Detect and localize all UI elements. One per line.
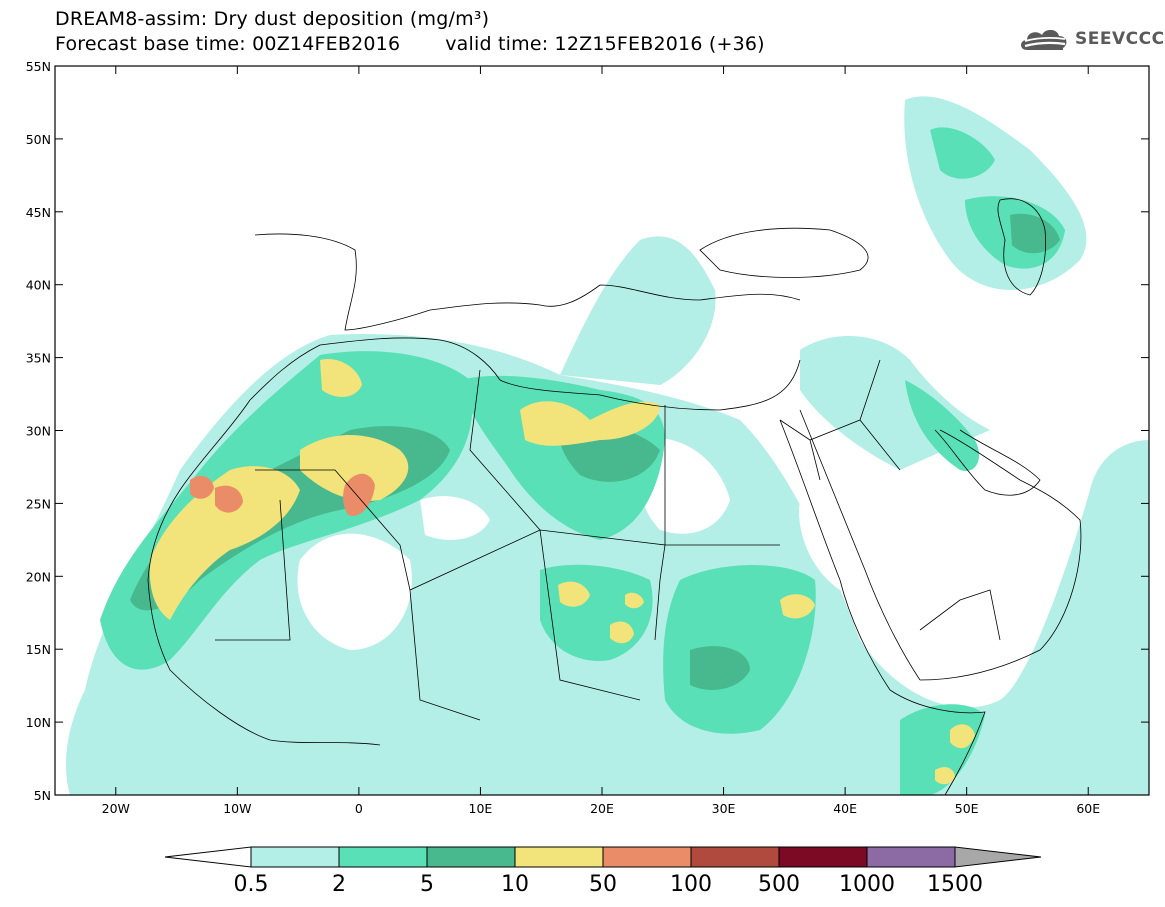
lon-tick-label: 30E — [712, 801, 736, 816]
lon-tick-label: 10W — [223, 801, 251, 816]
lat-tick-label: 50N — [26, 132, 51, 147]
colorbar-label: 10 — [501, 872, 529, 897]
colorbar-label: 5 — [420, 872, 434, 897]
lon-tick-label: 0 — [355, 801, 363, 816]
colorbar-label: 1000 — [839, 872, 895, 897]
colorbar-segment — [338, 846, 428, 868]
colorbar-label: 100 — [670, 872, 712, 897]
lat-tick-label: 55N — [26, 59, 51, 74]
lon-tick-label: 20E — [590, 801, 614, 816]
dust-shading — [65, 96, 1149, 795]
valid-time: valid time: 12Z15FEB2016 (+36) — [445, 33, 765, 55]
map-subtitle: Forecast base time: 00Z14FEB2016 valid ti… — [55, 33, 765, 55]
colorbar-segment — [514, 846, 604, 868]
horn-of-africa-coast — [889, 689, 986, 795]
colorbar-segment — [866, 846, 956, 868]
level-10-50-areas — [149, 359, 975, 785]
no-deposition-gaps — [297, 438, 930, 650]
colorbar-label: 0.5 — [234, 872, 269, 897]
black-sea-coast — [699, 227, 869, 278]
lon-tick-label: 40E — [833, 801, 857, 816]
sahara-borders — [215, 369, 780, 721]
colorbar-segment — [690, 846, 780, 868]
colorbar-over-triangle — [954, 846, 1042, 868]
lon-tick-label: 10E — [469, 801, 493, 816]
lat-tick-label: 45N — [26, 205, 51, 220]
colorbar: 0.5 2 5 10 50 100 500 1000 1500 — [164, 846, 1042, 897]
north-africa-coastline — [249, 337, 801, 411]
forecast-base-time: Forecast base time: 00Z14FEB2016 — [55, 33, 401, 55]
lat-tick-label: 5N — [34, 788, 51, 803]
lat-tick-label: 15N — [26, 642, 51, 657]
red-sea-coast-east — [799, 409, 921, 681]
red-sea-coast-west — [779, 419, 891, 691]
colorbar-segment — [426, 846, 516, 868]
colorbar-segment — [250, 846, 340, 868]
level-50-100-areas — [190, 473, 375, 516]
colorbar-segment — [778, 846, 868, 868]
seevccc-logo: SEEVCCC — [1017, 24, 1165, 54]
cloud-logo-icon — [1021, 29, 1067, 50]
lat-tick-label: 30N — [26, 424, 51, 439]
persian-gulf-coast — [934, 429, 1041, 496]
latitude-axis: 55N 50N 45N 40N 35N 30N 25N 20N 15N 10N 5N — [26, 59, 1149, 803]
longitude-axis: 20W 10W 0 10E 20E 30E 40E 50E 60E — [102, 66, 1100, 816]
colorbar-under-triangle — [164, 846, 252, 868]
colorbar-label: 50 — [589, 872, 617, 897]
arabian-peninsula-coast — [919, 429, 1082, 681]
coastlines-and-borders — [147, 198, 1082, 795]
lat-tick-label: 20N — [26, 569, 51, 584]
lon-tick-label: 20W — [102, 801, 130, 816]
caspian-sea-coast — [997, 198, 1047, 296]
lat-tick-label: 10N — [26, 715, 51, 730]
lon-tick-label: 50E — [955, 801, 979, 816]
lat-tick-label: 35N — [26, 351, 51, 366]
map-frame — [54, 65, 1150, 796]
map-title: DREAM8-assim: Dry dust deposition (mg/m³… — [55, 8, 490, 30]
west-africa-coastline — [147, 399, 381, 746]
europe-coastline — [254, 233, 801, 331]
logo-text: SEEVCCC — [1075, 29, 1165, 49]
colorbar-segment — [602, 846, 692, 868]
lat-tick-label: 25N — [26, 496, 51, 511]
colorbar-label: 1500 — [927, 872, 983, 897]
middle-east-borders — [779, 359, 1001, 641]
lon-tick-label: 60E — [1076, 801, 1100, 816]
colorbar-label: 500 — [758, 872, 800, 897]
lat-tick-label: 40N — [26, 278, 51, 293]
colorbar-label: 2 — [332, 872, 346, 897]
